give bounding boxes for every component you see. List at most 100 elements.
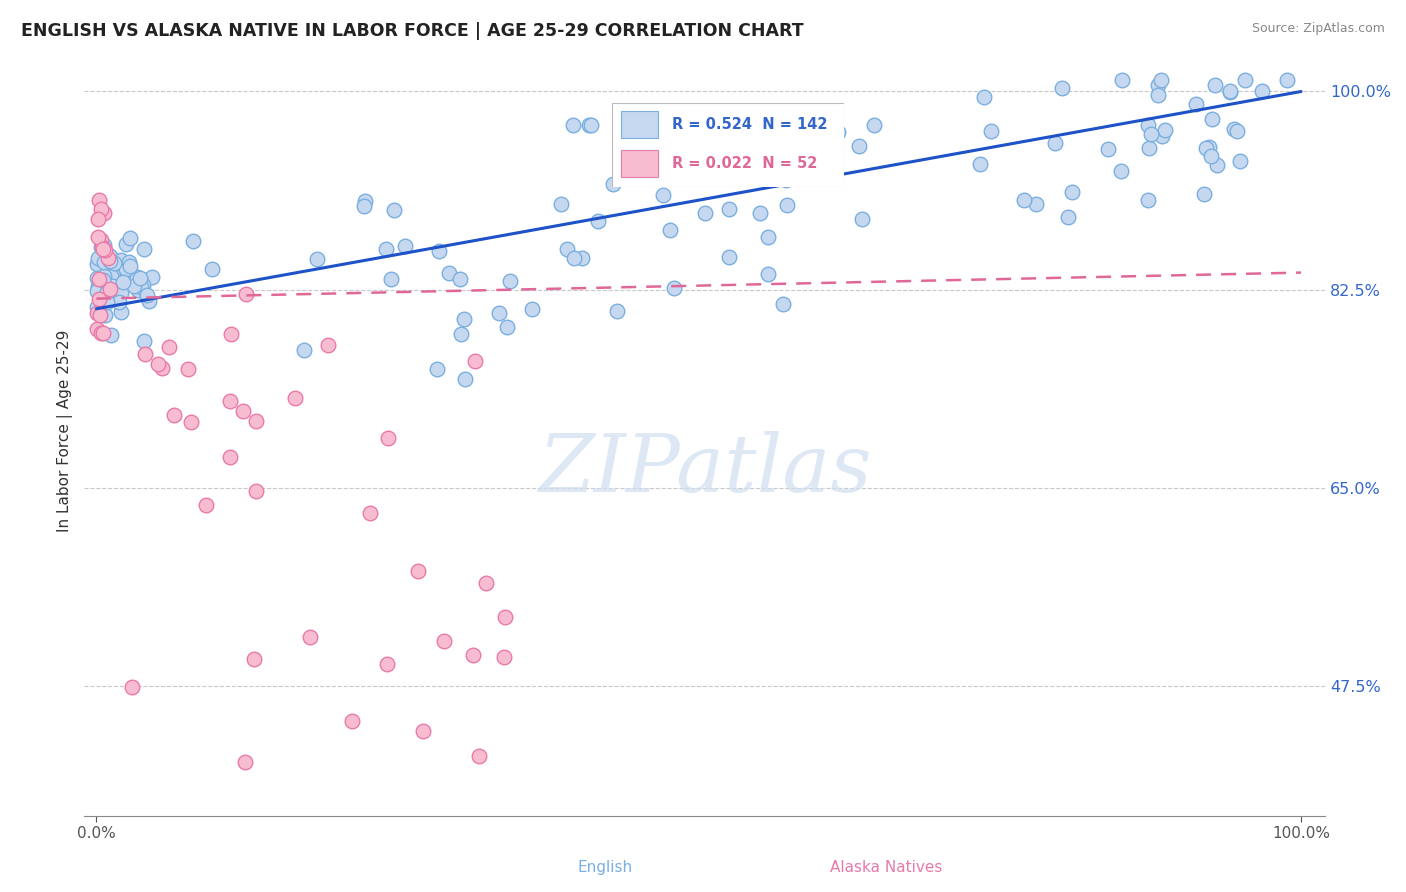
Point [100,290,122,304]
Point [1137,119,1160,133]
Point [132,273,155,287]
Point [464,354,486,368]
Point [129,280,152,294]
Point [157,340,180,354]
Point [662,281,685,295]
Point [1137,193,1160,207]
Point [134,347,156,361]
Point [134,243,156,257]
Point [1184,96,1206,111]
Text: English: English [576,861,633,875]
Point [1206,158,1229,172]
Point [1056,210,1078,224]
Point [298,630,321,644]
Point [449,272,471,286]
Point [1223,122,1246,136]
Point [90,292,112,306]
Text: Alaska Natives: Alaska Natives [830,861,942,875]
Point [1219,85,1241,99]
Point [90,233,112,247]
Point [100,268,122,283]
Point [194,498,217,512]
Point [714,169,737,184]
FancyBboxPatch shape [621,150,658,178]
Text: Source: ZipAtlas.com: Source: ZipAtlas.com [1251,22,1385,36]
Text: R = 0.524  N = 142: R = 0.524 N = 142 [672,117,827,132]
Point [100,254,122,268]
Point [93,326,115,341]
Point [1109,164,1132,178]
Point [201,261,224,276]
Point [671,119,693,133]
Point [756,267,779,281]
Point [97,251,120,265]
Point [98,284,121,298]
Point [232,404,254,418]
Point [125,269,148,284]
Point [219,450,242,464]
Point [115,236,138,251]
Point [90,326,112,341]
Point [427,244,450,258]
Point [1201,112,1223,126]
Point [562,251,585,265]
Point [450,327,472,342]
Point [117,260,139,275]
Point [571,251,593,265]
Point [94,309,117,323]
Point [96,285,118,300]
Point [93,269,115,284]
Point [110,305,132,319]
Point [1192,186,1215,201]
Point [426,361,449,376]
Point [488,306,510,320]
FancyBboxPatch shape [612,103,844,187]
Point [87,279,110,293]
Point [1150,73,1173,87]
Point [284,392,307,406]
Point [90,240,112,254]
Point [316,337,339,351]
Point [110,285,132,300]
Point [89,271,111,285]
FancyBboxPatch shape [621,112,658,138]
Point [1140,127,1163,141]
Point [494,649,516,664]
Point [1219,84,1241,98]
Point [107,276,129,290]
Point [714,157,737,171]
Point [1275,73,1298,87]
Point [468,748,491,763]
Point [245,483,267,498]
Point [602,177,624,191]
Point [1152,129,1174,144]
Point [1025,197,1047,211]
Point [475,576,498,591]
Point [718,250,741,264]
Point [118,254,141,268]
Point [89,309,111,323]
Point [454,371,477,385]
Point [439,266,461,280]
Point [1050,81,1073,95]
Point [86,284,108,298]
Point [695,205,717,219]
Point [96,294,118,309]
Point [118,262,141,277]
Point [1233,73,1256,87]
Point [243,652,266,666]
Point [353,194,375,209]
Point [1146,78,1168,92]
Y-axis label: In Labor Force | Age 25-29: In Labor Force | Age 25-29 [58,330,73,533]
Point [342,714,364,728]
Point [132,334,155,348]
Point [499,274,522,288]
Point [181,234,204,248]
Point [292,343,315,357]
Point [97,292,120,306]
Point [138,293,160,308]
Point [98,282,121,296]
Point [93,293,115,308]
Point [359,506,381,520]
Point [827,125,849,139]
